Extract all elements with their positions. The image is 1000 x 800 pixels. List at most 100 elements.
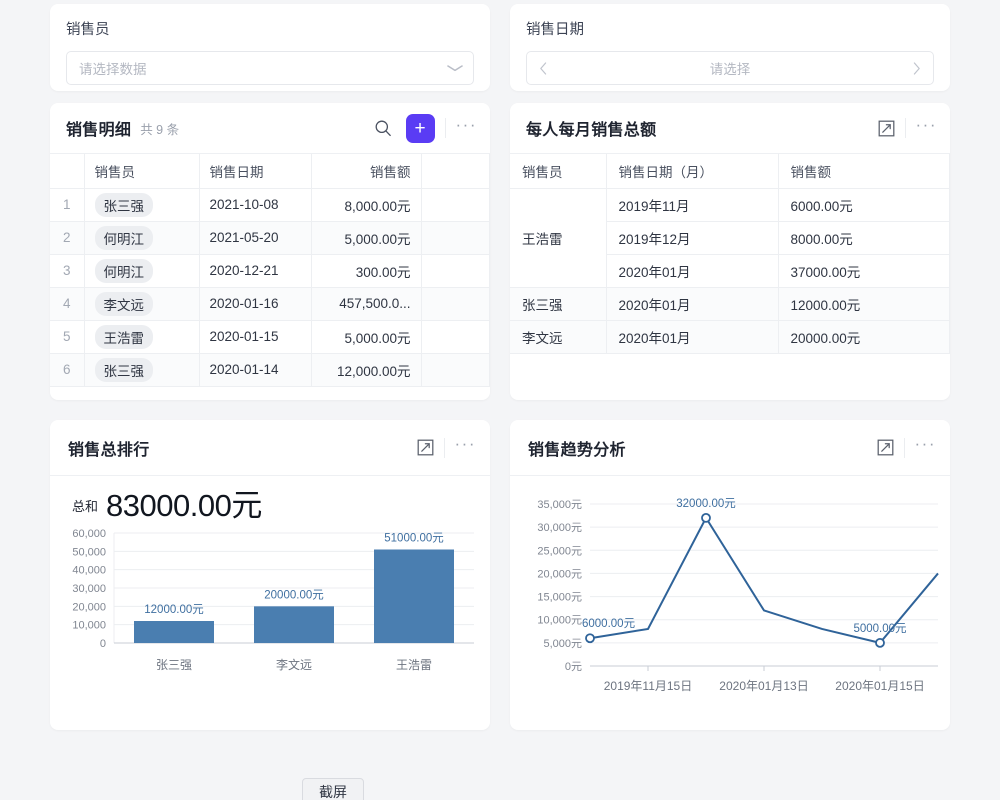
row-amount: 8,000.00元 [311, 188, 422, 222]
line-y-tick-label: 35,000元 [537, 499, 582, 511]
bar-category-label: 李文远 [276, 657, 312, 672]
header-divider [904, 118, 906, 138]
row-month: 2020年01月 [606, 320, 779, 354]
row-index: 4 [50, 287, 85, 321]
column-month: 销售日期（月） [606, 154, 779, 189]
table-row[interactable]: 2019年12月 8000.00元 [510, 221, 950, 255]
table-row[interactable]: 6 张三强 2020-01-14 12,000.00元 [50, 353, 490, 387]
chevron-left-icon[interactable] [539, 61, 548, 75]
line-value-label: 6000.00元 [582, 618, 636, 630]
line-y-tick-label: 20,000元 [537, 568, 582, 580]
line-data-point [701, 512, 711, 523]
bar-rect [254, 606, 334, 643]
row-index: 3 [50, 254, 85, 288]
row-month: 2020年01月 [606, 254, 779, 288]
line-x-tick-label: 2019年11月15日 [604, 679, 693, 693]
row-salesperson: 张三强 [84, 353, 200, 387]
monthly-total-title: 每人每月销售总额 [526, 122, 657, 139]
salesperson-pill: 张三强 [94, 192, 153, 217]
table-row[interactable]: 李文远 2020年01月 20000.00元 [510, 320, 950, 354]
table-row[interactable]: 2020年01月 37000.00元 [510, 254, 950, 288]
row-extra [421, 353, 490, 387]
row-salesperson: 张三强 [510, 287, 607, 321]
table-row[interactable]: 3 何明江 2020-12-21 300.00元 [50, 254, 490, 288]
salesperson-pill: 李文远 [94, 291, 153, 316]
table-row[interactable]: 王浩雷 2019年11月 6000.00元 [510, 188, 950, 288]
external-link-icon[interactable] [878, 120, 895, 137]
line-value-label: 32000.00元 [676, 498, 736, 510]
sales-trend-more-button[interactable]: ··· [914, 434, 936, 453]
line-x-tick-label: 2020年01月15日 [835, 679, 924, 693]
sales-detail-card: 销售明细 共 9 条 + ··· 销售员 销售日期 销售额 [50, 103, 490, 400]
row-index: 5 [50, 320, 85, 354]
table-row[interactable]: 张三强 2020年01月 12000.00元 [510, 287, 950, 321]
line-y-tick-label: 0元 [565, 661, 582, 673]
bar-value-label: 12000.00元 [144, 604, 204, 616]
add-record-button[interactable]: + [405, 113, 435, 143]
line-data-point [585, 633, 595, 644]
row-amount: 20000.00元 [778, 320, 950, 354]
salesperson-pill: 王浩雷 [94, 324, 153, 349]
sales-detail-table: 销售员 销售日期 销售额 1 张三强 2021-10-08 8,000.00元 [50, 154, 490, 387]
row-amount: 5,000.00元 [311, 221, 422, 255]
sales-detail-table-body[interactable]: 销售员 销售日期 销售额 1 张三强 2021-10-08 8,000.00元 [50, 154, 490, 400]
column-salesperson: 销售员 [84, 154, 200, 189]
chevron-right-icon[interactable] [912, 61, 921, 75]
sales-detail-more-button[interactable]: ··· [455, 114, 477, 134]
column-amount: 销售额 [311, 154, 422, 189]
monthly-total-table: 销售员 销售日期（月） 销售额 王浩雷 2019年11月 6000.00元 20… [510, 154, 950, 354]
header-divider [903, 437, 905, 458]
filter-salesperson-label: 销售员 [66, 22, 110, 38]
sales-total-value: 83000.00元 [106, 488, 262, 523]
row-amount: 37000.00元 [778, 254, 950, 288]
row-date: 2020-01-14 [199, 353, 312, 387]
row-month: 2020年01月 [606, 287, 779, 321]
salesperson-select[interactable]: 请选择数据 [66, 51, 474, 85]
row-salesperson: 张三强 [84, 188, 200, 222]
monthly-total-header: 每人每月销售总额 ··· [510, 103, 950, 154]
filter-date-card: 销售日期 请选择 [510, 4, 950, 91]
screenshot-button[interactable]: 截屏 [302, 778, 364, 800]
date-range-picker[interactable]: 请选择 [526, 51, 934, 85]
column-extra [421, 154, 490, 189]
row-date: 2020-01-16 [199, 287, 312, 321]
salesperson-pill: 何明江 [94, 225, 153, 250]
row-amount: 12,000.00元 [311, 353, 422, 387]
table-header-row: 销售员 销售日期 销售额 [50, 154, 490, 189]
sales-detail-count: 共 9 条 [140, 122, 180, 137]
sales-ranking-more-button[interactable]: ··· [454, 434, 476, 453]
external-link-icon[interactable] [417, 439, 434, 456]
row-salesperson: 王浩雷 [84, 320, 200, 354]
line-value-label: 5000.00元 [853, 623, 907, 635]
row-index: 2 [50, 221, 85, 255]
bar-y-tick-label: 60,000 [72, 528, 106, 540]
line-data-point [875, 637, 885, 648]
row-amount: 5,000.00元 [311, 320, 422, 354]
row-extra [421, 221, 490, 255]
table-row[interactable]: 5 王浩雷 2020-01-15 5,000.00元 [50, 320, 490, 354]
sales-total-row: 总和 83000.00元 [50, 476, 490, 521]
row-amount: 12000.00元 [778, 287, 950, 321]
monthly-total-more-button[interactable]: ··· [915, 114, 937, 134]
header-divider [443, 437, 445, 458]
bar-category-label: 张三强 [156, 658, 192, 672]
filter-date-label: 销售日期 [526, 22, 584, 38]
column-date: 销售日期 [199, 154, 312, 189]
bar-value-label: 51000.00元 [384, 533, 444, 545]
table-row[interactable]: 1 张三强 2021-10-08 8,000.00元 [50, 188, 490, 222]
table-row[interactable]: 4 李文远 2020-01-16 457,500.0... [50, 287, 490, 321]
monthly-total-card: 每人每月销售总额 ··· 销售员 销售日期（月） 销售额 王浩雷 2019年11… [510, 103, 950, 400]
line-y-tick-label: 10,000元 [537, 615, 582, 627]
header-divider [444, 118, 446, 138]
table-row[interactable]: 2 何明江 2021-05-20 5,000.00元 [50, 221, 490, 255]
external-link-icon[interactable] [877, 439, 894, 456]
row-index: 1 [50, 188, 85, 222]
row-date: 2021-05-20 [199, 221, 312, 255]
row-date: 2021-10-08 [199, 188, 312, 222]
bar-value-label: 20000.00元 [264, 589, 324, 601]
column-amount: 销售额 [778, 154, 950, 189]
sales-detail-title: 销售明细 [66, 122, 132, 139]
sales-detail-header: 销售明细 共 9 条 + ··· [50, 103, 490, 154]
search-icon[interactable] [370, 115, 396, 141]
filter-salesperson-card: 销售员 请选择数据 [50, 4, 490, 91]
